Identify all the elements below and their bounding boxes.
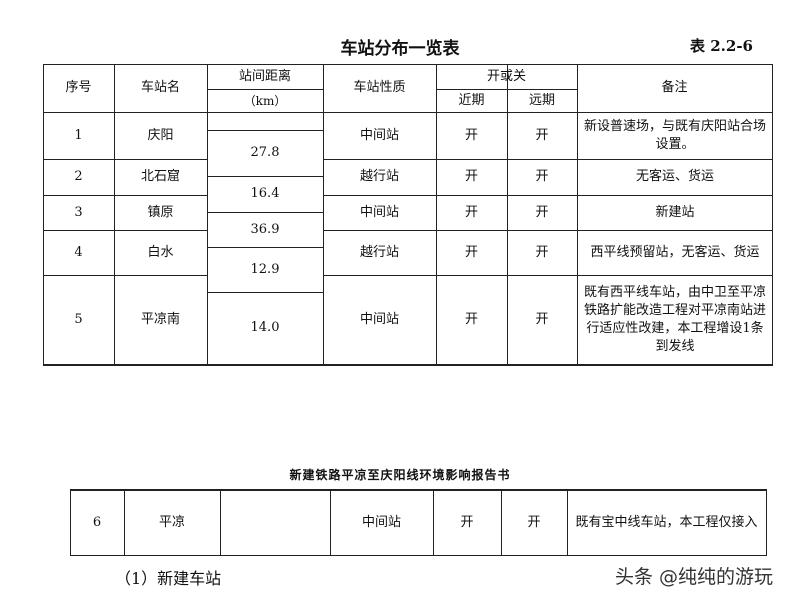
header-remark: 备注: [661, 80, 688, 95]
long-term-status: 开: [535, 311, 549, 327]
table-border: [114, 64, 115, 364]
table-border: [43, 195, 207, 196]
header-station-name: 车站名: [140, 80, 180, 95]
table-border: [507, 64, 508, 364]
table-border: [43, 64, 44, 364]
table-border: [436, 89, 577, 90]
near-term-status: 开: [464, 127, 478, 143]
table-border: [323, 64, 324, 364]
table-border: [43, 112, 773, 113]
remark: 新建站: [655, 204, 695, 220]
table-border: [43, 364, 773, 366]
table-title: 车站分布一览表: [340, 39, 460, 59]
header-rule: [70, 489, 767, 491]
row6-far: 开: [527, 514, 541, 530]
station-name: 镇原: [147, 204, 174, 220]
table-border: [577, 64, 578, 364]
station-distance: 12.9: [250, 261, 280, 277]
row-no: 3: [74, 204, 83, 220]
table-border: [43, 275, 207, 276]
near-term-status: 开: [464, 169, 478, 184]
section-heading: （1）新建车站: [115, 569, 222, 588]
long-term-status: 开: [535, 244, 549, 260]
remark: 无客运、货运: [635, 169, 714, 184]
remark: 西平线预留站，无客运、货运: [590, 244, 760, 260]
station-distance: 36.9: [250, 221, 280, 237]
near-term-status: 开: [464, 311, 478, 327]
table-border: [43, 230, 207, 231]
table-border: [772, 64, 773, 364]
header-distance: 站间距离: [238, 68, 291, 84]
table-border: [43, 159, 207, 160]
table-border: [70, 490, 71, 555]
table-border: [207, 292, 323, 293]
watermark: 头条 @纯纯的游玩: [615, 566, 774, 588]
row-no: 2: [74, 169, 83, 184]
near-term-status: 开: [464, 204, 478, 220]
report-header: 新建铁路平凉至庆阳线环境影响报告书: [289, 468, 511, 482]
table-number: 表 2.2-6: [690, 37, 753, 55]
remark: 新设普速场，与既有庆阳站合场设置。: [583, 118, 766, 152]
table-border: [436, 64, 437, 364]
table-border: [207, 130, 323, 131]
header-station-type: 车站性质: [353, 80, 406, 95]
table-border: [207, 247, 323, 248]
table-border: [766, 490, 767, 555]
row6-near: 开: [460, 514, 474, 530]
station-name: 平凉南: [140, 311, 180, 327]
long-term-status: 开: [535, 204, 549, 220]
header-open-close: 开或关: [486, 68, 526, 84]
table-border: [43, 64, 773, 65]
header-near-term: 近期: [458, 92, 485, 108]
header-no: 序号: [65, 80, 92, 95]
table-border: [567, 490, 568, 555]
station-distance: 27.8: [250, 145, 280, 160]
table-border: [220, 490, 221, 555]
table-border: [323, 230, 773, 231]
station-distance: 14.0: [250, 320, 280, 335]
table-border: [501, 490, 502, 555]
row6-no: 6: [92, 514, 102, 530]
station-type: 中间站: [359, 204, 399, 220]
row6-name: 平凉: [158, 514, 185, 530]
table-border: [433, 490, 434, 555]
station-name: 北石窟: [140, 169, 180, 184]
long-term-status: 开: [535, 127, 549, 143]
near-term-status: 开: [464, 244, 478, 260]
station-type: 越行站: [359, 169, 399, 184]
long-term-status: 开: [535, 169, 549, 184]
row6-type: 中间站: [361, 514, 401, 530]
table-border: [207, 176, 323, 177]
remark: 既有西平线车站，由中卫至平凉铁路扩能改造工程对平凉南站进行适应性改建，本工程增设…: [583, 284, 766, 354]
header-distance-unit: （km）: [243, 93, 287, 108]
row-no: 1: [74, 127, 83, 143]
table-border: [124, 490, 125, 555]
table-border: [323, 275, 773, 276]
row6-remark: 既有宝中线车站，本工程仅接入: [575, 514, 758, 530]
row6-distance: [220, 490, 330, 555]
table-border: [323, 195, 773, 196]
station-name: 白水: [147, 244, 174, 260]
table-border: [207, 212, 323, 213]
row-no: 5: [74, 311, 83, 327]
row-no: 4: [74, 244, 83, 260]
table-border: [207, 89, 323, 90]
header-long-term: 远期: [528, 92, 555, 108]
table-border: [323, 159, 773, 160]
station-type: 中间站: [359, 127, 399, 143]
station-type: 中间站: [359, 311, 399, 327]
station-name: 庆阳: [147, 127, 174, 143]
station-distance: 16.4: [250, 186, 280, 201]
table-border: [330, 490, 331, 555]
table-border: [70, 555, 767, 556]
table-border: [207, 64, 208, 364]
station-type: 越行站: [359, 244, 399, 260]
